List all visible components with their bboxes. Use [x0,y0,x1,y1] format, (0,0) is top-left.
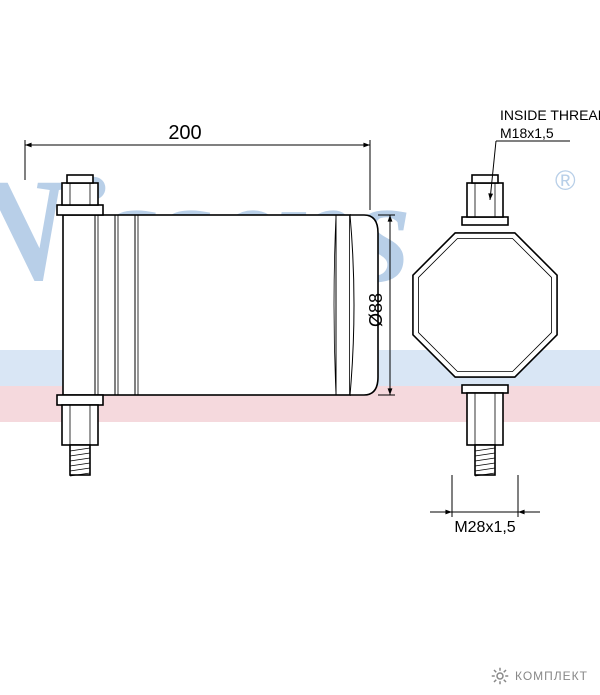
footer-logo: КОМПЛЕКТ [491,667,588,685]
svg-text:M28x1,5: M28x1,5 [454,519,515,536]
svg-text:200: 200 [168,122,201,144]
gear-icon [491,667,509,685]
diagram-canvas: Nissens ® 200Ø88INSIDE THREADM18x1,5M28x… [0,0,600,695]
technical-drawing: 200 Ø88 INSIDE THREAD M18x1,5 M28x1,5 [0,0,600,695]
svg-text:M18x1,5: M18x1,5 [500,125,554,141]
svg-text:Ø88: Ø88 [366,293,386,327]
svg-text:INSIDE THREAD: INSIDE THREAD [500,107,600,123]
footer-text: КОМПЛЕКТ [515,669,588,683]
